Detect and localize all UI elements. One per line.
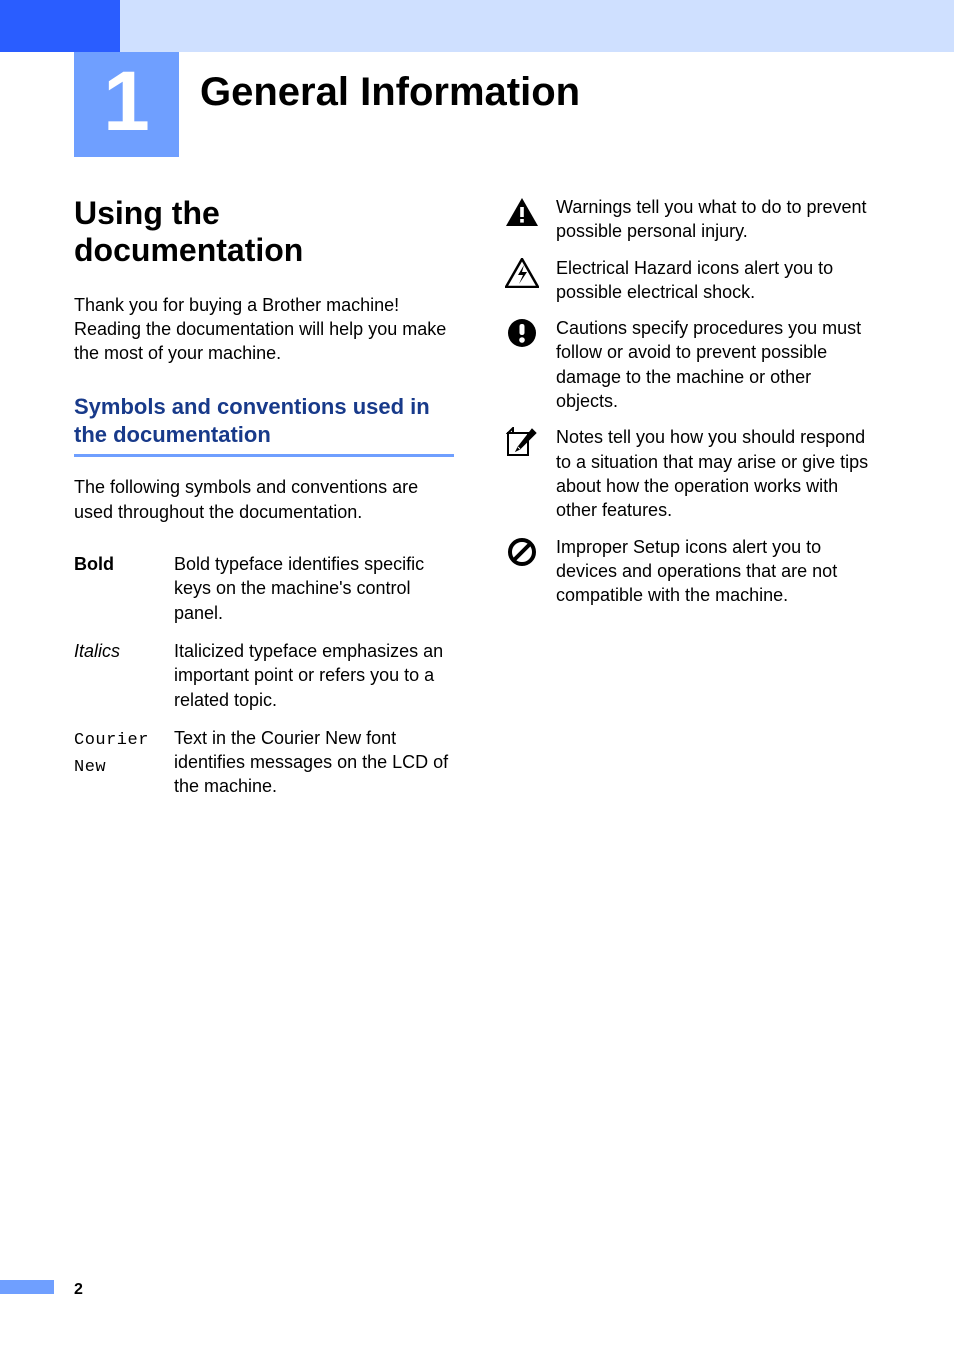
page: 1 General Information Using the document…: [0, 0, 954, 1348]
section-h1: Using the documentation: [74, 195, 454, 269]
lead-paragraph: The following symbols and conventions ar…: [74, 475, 454, 524]
electrical-hazard-icon: [502, 256, 542, 288]
chapter-title: General Information: [200, 70, 580, 115]
icon-row: Improper Setup icons alert you to device…: [502, 535, 876, 608]
banner-dark: [0, 0, 120, 52]
term-italics: Italics: [74, 641, 120, 661]
term-courier: Courier New: [74, 731, 149, 777]
chapter-number-tab: 1: [74, 52, 179, 157]
chapter-number: 1: [103, 59, 150, 143]
term-desc: Text in the Courier New font identifies …: [174, 726, 454, 813]
section-h2: Symbols and conventions used in the docu…: [74, 393, 454, 448]
footer-bar: [0, 1280, 54, 1294]
icon-text: Notes tell you how you should respond to…: [556, 425, 876, 522]
term-desc: Bold typeface identifies specific keys o…: [174, 552, 454, 639]
banner-light: [0, 0, 954, 52]
icon-text: Improper Setup icons alert you to device…: [556, 535, 876, 608]
warning-icon: [502, 195, 542, 227]
right-column: Warnings tell you what to do to prevent …: [502, 195, 876, 813]
table-row: Bold Bold typeface identifies specific k…: [74, 552, 454, 639]
table-row: Italics Italicized typeface emphasizes a…: [74, 639, 454, 726]
note-icon: [502, 425, 542, 457]
icon-text: Warnings tell you what to do to prevent …: [556, 195, 876, 244]
icon-text: Electrical Hazard icons alert you to pos…: [556, 256, 876, 305]
left-column: Using the documentation Thank you for bu…: [74, 195, 454, 813]
page-number: 2: [74, 1281, 83, 1299]
term-desc: Italicized typeface emphasizes an import…: [174, 639, 454, 726]
conventions-table: Bold Bold typeface identifies specific k…: [74, 552, 454, 813]
icon-row: Electrical Hazard icons alert you to pos…: [502, 256, 876, 305]
body-columns: Using the documentation Thank you for bu…: [74, 195, 876, 813]
icon-row: Warnings tell you what to do to prevent …: [502, 195, 876, 244]
prohibited-icon: [502, 535, 542, 567]
table-row: Courier New Text in the Courier New font…: [74, 726, 454, 813]
icon-text: Cautions specify procedures you must fol…: [556, 316, 876, 413]
caution-icon: [502, 316, 542, 348]
term-bold: Bold: [74, 554, 114, 574]
subsection-heading: Symbols and conventions used in the docu…: [74, 393, 454, 457]
icon-row: Notes tell you how you should respond to…: [502, 425, 876, 522]
icon-row: Cautions specify procedures you must fol…: [502, 316, 876, 413]
intro-paragraph: Thank you for buying a Brother machine! …: [74, 293, 454, 366]
h2-underline: [74, 454, 454, 457]
